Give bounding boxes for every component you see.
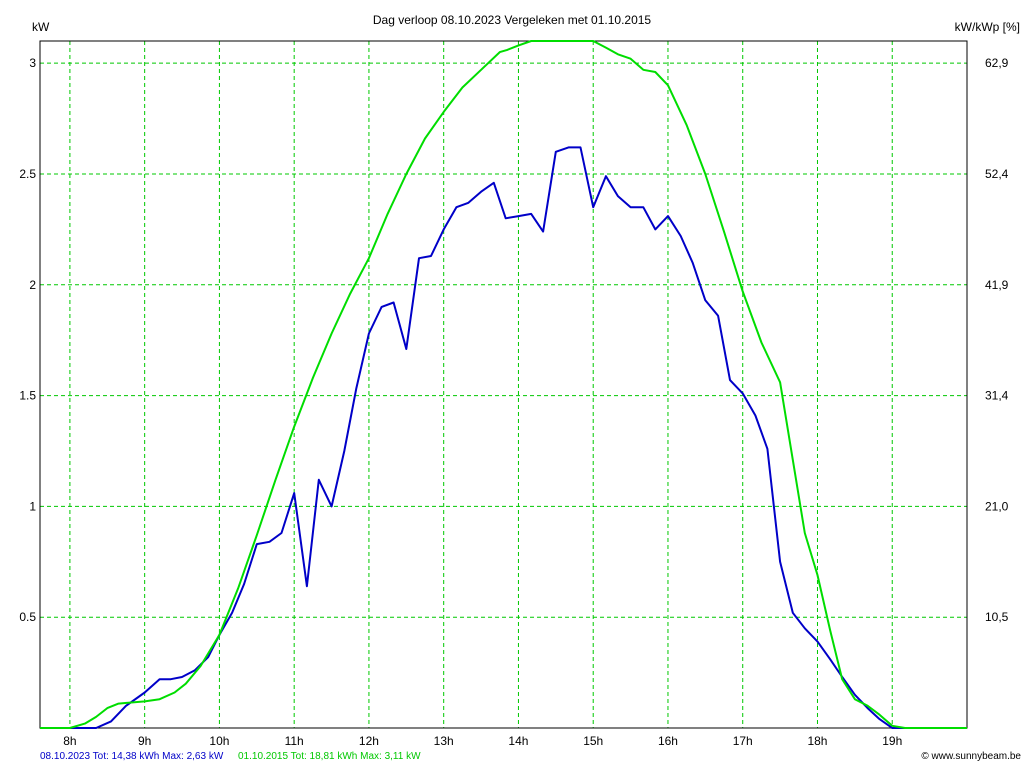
x-axis-ticks: 8h 9h 10h 11h 12h 13h 14h 15h 16h 17h 18h 19h [63,734,902,748]
x-tick-label: 14h [508,734,528,748]
x-tick-label: 17h [733,734,753,748]
y-right-tick-label: 21,0 [985,499,1009,513]
x-tick-label: 15h [583,734,603,748]
x-tick-label: 9h [138,734,151,748]
y-left-tick-label: 0.5 [19,610,36,624]
footer-series-2023: 08.10.2023 Tot: 14,38 kWh Max: 2,63 kW [40,751,224,762]
y-axis-right-label: kW/kWp [%] [955,20,1020,34]
series-line-2015 [40,40,967,729]
y-left-tick-label: 3 [29,56,36,70]
y-right-tick-label: 41,9 [985,278,1009,292]
x-tick-label: 18h [807,734,827,748]
x-tick-label: 12h [359,734,379,748]
y-right-tick-label: 62,9 [985,56,1009,70]
series-lines [40,40,967,729]
y-axis-right-ticks: 10,5 21,0 31,4 41,9 52,4 62,9 [985,56,1009,624]
footer-credit: © www.sunnybeam.be [921,751,1021,762]
y-left-tick-label: 1 [29,499,36,513]
x-tick-label: 11h [285,734,304,748]
y-right-tick-label: 52,4 [985,167,1009,181]
x-tick-label: 13h [434,734,454,748]
y-left-tick-label: 1.5 [19,389,36,403]
x-tick-label: 19h [882,734,902,748]
plot-frame [39,40,968,729]
y-right-tick-label: 31,4 [985,389,1009,403]
y-axis-left-label: kW [32,20,50,34]
y-right-tick-label: 10,5 [985,610,1009,624]
y-axis-left-ticks: 0.5 1 1.5 2 2.5 3 [19,56,36,624]
y-left-tick-label: 2 [29,278,36,292]
chart-grid [40,41,967,728]
series-line-2023 [40,146,967,729]
y-left-tick-label: 2.5 [19,167,36,181]
footer-series-2015: 01.10.2015 Tot: 18,81 kWh Max: 3,11 kW [238,751,421,762]
x-tick-label: 16h [658,734,678,748]
x-tick-label: 10h [209,734,229,748]
x-tick-label: 8h [63,734,76,748]
chart-title: Dag verloop 08.10.2023 Vergeleken met 01… [373,13,652,27]
